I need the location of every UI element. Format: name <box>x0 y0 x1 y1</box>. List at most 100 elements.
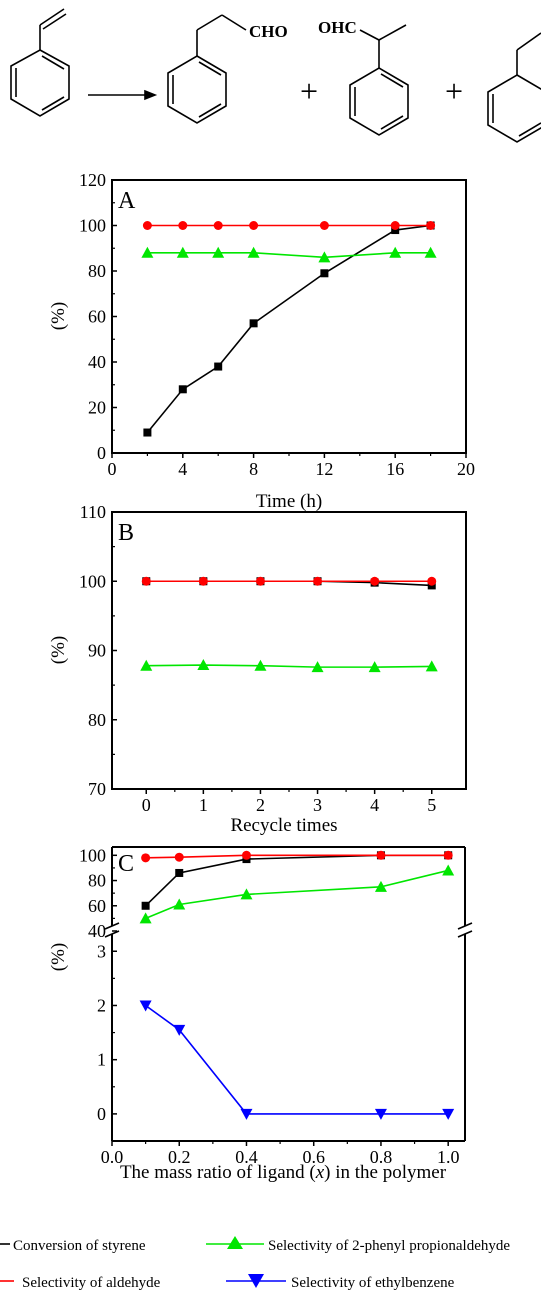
panel-b-x-tick-label: 2 <box>256 795 265 815</box>
panel-c-x-tick-label: 0.0 <box>101 1147 124 1167</box>
chart-panel-c: C (%) The mass ratio of ligand (x) in th… <box>48 845 473 1183</box>
styrene-structure <box>10 8 70 117</box>
panel-b-point-branched <box>425 660 438 672</box>
panel-b-y-tick-label: 90 <box>88 641 106 661</box>
panel-c-axis-break-mark <box>457 930 473 938</box>
panel-c-point-aldehyde <box>443 850 453 860</box>
panel-b-point-branched <box>197 659 210 671</box>
legend: Conversion of styrene Selectivity of 2-p… <box>0 1236 510 1291</box>
panel-c-point-ethylbenzene <box>240 1108 253 1120</box>
panel-b-y-label: (%) <box>48 636 69 664</box>
panel-a-x-tick-label: 8 <box>249 459 258 479</box>
panel-b-point-branched <box>254 659 267 671</box>
panel-a-y-tick-label: 120 <box>79 170 106 190</box>
panel-c-axis-break-mark <box>104 922 120 930</box>
legend-item-aldehyde: Selectivity of aldehyde <box>0 1275 161 1291</box>
panel-a-point-branched <box>318 251 331 263</box>
panel-a-x-tick-label: 4 <box>178 459 187 479</box>
panel-a-x-tick-label: 20 <box>457 459 475 479</box>
panel-c-point-ethylbenzene <box>442 1108 455 1120</box>
panel-a-point-conversion <box>143 428 152 437</box>
reaction-arrow <box>88 89 158 101</box>
panel-b-x-tick-label: 5 <box>427 795 436 815</box>
panel-c-y-label: (%) <box>48 943 69 971</box>
panel-c-x-tick-label: 0.6 <box>302 1147 325 1167</box>
panel-c-point-aldehyde <box>141 853 151 863</box>
panel-c-point-conversion <box>175 868 184 877</box>
panel-c-line-ethylbenzene <box>145 1004 449 1115</box>
legend-branched-label: Selectivity of 2-phenyl propionaldehyde <box>268 1238 510 1254</box>
legend-ethylbenzene-label: Selectivity of ethylbenzene <box>291 1275 455 1291</box>
panel-b-point-aldehyde <box>255 576 265 586</box>
panel-b-point-aldehyde <box>427 576 437 586</box>
reaction-scheme <box>10 8 541 143</box>
panel-a-point-aldehyde <box>213 221 223 230</box>
panel-c-y-tick-label: 40 <box>88 921 106 941</box>
panel-a-line-conversion <box>146 224 431 434</box>
panel-c-axis-break-mark <box>457 922 473 930</box>
panel-c-y-tick-label: 80 <box>88 871 106 891</box>
chart-panel-a: A (%) Time (h) 0 20 40 60 80 100 120 0 4 8 12 16 20 <box>48 170 475 512</box>
panel-c-axis-break-mark <box>104 930 120 938</box>
panel-a-x-tick-label: 0 <box>108 459 117 479</box>
panel-a-point-branched <box>141 246 154 258</box>
panel-a-y-tick-label: 60 <box>88 307 106 327</box>
plus-sign-1: + <box>300 73 318 109</box>
panel-a-y-tick-label: 80 <box>88 261 106 281</box>
panel-a-point-branched <box>212 246 225 258</box>
panel-c-y-tick-label: 100 <box>79 845 106 865</box>
panel-c-point-ethylbenzene <box>374 1108 387 1120</box>
panel-a-point-branched <box>424 246 437 258</box>
panel-c-point-aldehyde <box>241 850 251 860</box>
branched-aldehyde-structure <box>349 24 409 136</box>
linear-aldehyde-structure <box>167 14 247 124</box>
panel-a-point-conversion <box>249 319 258 328</box>
ohc-label: OHC <box>318 18 357 37</box>
panel-b-x-label: Recycle times <box>230 815 337 836</box>
panel-b-x-tick-label: 3 <box>313 795 322 815</box>
panel-b-letter: B <box>118 520 134 546</box>
panel-c-point-aldehyde <box>174 852 184 862</box>
panel-a-x-tick-label: 16 <box>386 459 404 479</box>
panel-b-y-tick-label: 110 <box>80 502 106 522</box>
panel-c-x-label: The mass ratio of ligand (x) in the poly… <box>120 1162 447 1183</box>
legend-conversion-label: Conversion of styrene <box>13 1238 146 1254</box>
panel-b-point-aldehyde <box>198 576 208 586</box>
panel-c-point-aldehyde <box>376 850 386 860</box>
panel-c-x-tick-label: 0.4 <box>235 1147 258 1167</box>
panel-b-point-aldehyde <box>313 576 323 586</box>
panel-a-point-conversion <box>178 385 187 394</box>
panel-a-point-aldehyde <box>390 221 400 230</box>
legend-item-ethylbenzene: Selectivity of ethylbenzene <box>226 1274 455 1291</box>
panel-c-point-ethylbenzene <box>173 1024 186 1036</box>
panel-c-x-tick-label: 0.8 <box>370 1147 393 1167</box>
panel-b-point-branched <box>368 661 381 673</box>
cho-label: CHO <box>249 22 288 41</box>
panel-c-point-branched <box>173 898 186 910</box>
panel-c-line-conversion <box>145 854 449 907</box>
panel-a-point-conversion <box>214 362 223 371</box>
panel-a-point-aldehyde <box>178 221 188 230</box>
panel-b-x-tick-label: 0 <box>142 795 151 815</box>
legend-aldehyde-label: Selectivity of aldehyde <box>22 1275 161 1291</box>
panel-a-y-tick-label: 40 <box>88 352 106 372</box>
panel-a-x-label: Time (h) <box>256 491 322 512</box>
panel-b-y-tick-label: 70 <box>88 779 106 799</box>
panel-a-y-label: (%) <box>48 302 69 330</box>
panel-a-point-branched <box>389 246 402 258</box>
panel-a-point-conversion <box>391 226 400 235</box>
panel-a-y-tick-label: 0 <box>97 443 106 463</box>
panel-c-point-branched <box>374 880 387 892</box>
panel-a-point-aldehyde <box>142 221 152 230</box>
chart-panel-b: B (%) Recycle times 70 80 90 100 110 0 1 2 3 4 5 <box>48 502 467 836</box>
panel-b-point-branched <box>140 659 153 671</box>
panel-c-y-tick-label: 0 <box>97 1104 106 1124</box>
panel-c-y-tick-label: 2 <box>97 995 106 1015</box>
panel-c-point-conversion <box>141 901 150 910</box>
panel-c-point-branched <box>139 912 152 924</box>
panel-b-y-tick-label: 100 <box>79 571 106 591</box>
panel-a-point-aldehyde <box>426 221 436 230</box>
panel-a-point-branched <box>176 246 189 258</box>
panel-a-point-conversion <box>320 269 329 278</box>
